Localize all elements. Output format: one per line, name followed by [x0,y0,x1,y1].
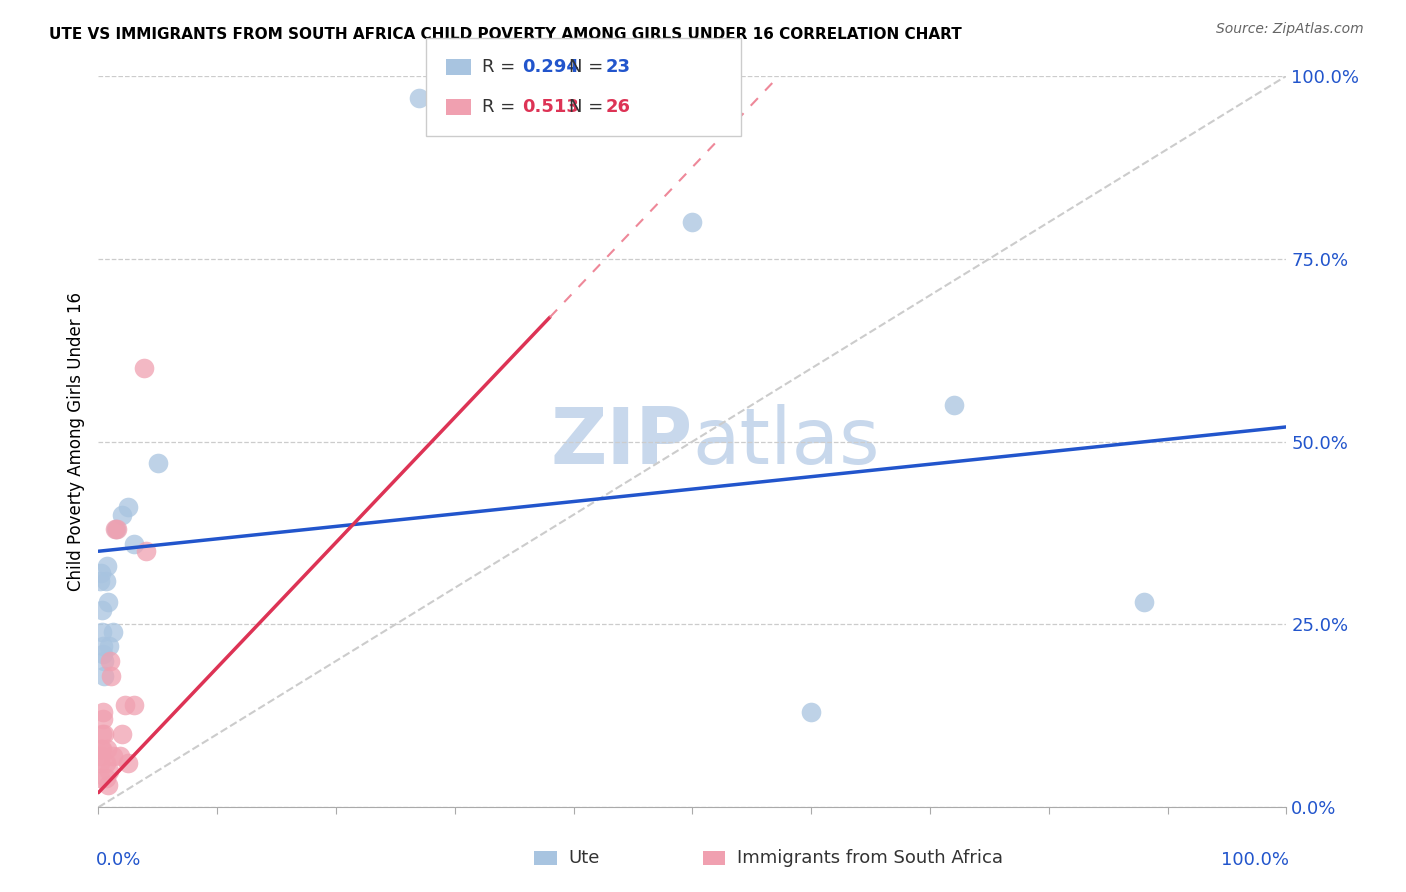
Point [800,705,823,719]
Point [111,508,134,522]
Point [97,778,120,792]
Point [681,215,703,229]
Point [111,727,134,741]
Point [90,741,112,756]
Text: 0.0%: 0.0% [96,851,142,869]
Point [98,764,121,778]
Text: 0.513: 0.513 [522,98,578,116]
Text: N =: N = [569,98,609,116]
Point [114,698,136,712]
Point [94,756,117,771]
Point [408,91,430,105]
Point [90,749,112,764]
Point [96,741,118,756]
Text: Ute: Ute [568,849,599,867]
Point [93,668,115,682]
Text: atlas: atlas [692,403,880,480]
Point [89,771,111,785]
Text: 0.294: 0.294 [522,58,578,76]
Point [107,522,129,536]
Text: 23: 23 [606,58,631,76]
Text: N =: N = [569,58,609,76]
Point [101,749,124,764]
Point [101,624,124,639]
Point [146,457,169,471]
Point [942,398,965,412]
Point [104,522,127,536]
Point [94,574,117,588]
Point [91,705,114,719]
Point [100,668,122,682]
Point [91,727,114,741]
Text: Immigrants from South Africa: Immigrants from South Africa [737,849,1002,867]
Point [90,566,112,581]
Point [91,624,114,639]
Point [97,595,120,609]
Text: 26: 26 [606,98,631,116]
Point [117,500,139,515]
Text: R =: R = [482,58,522,76]
Point [1133,595,1156,609]
Text: Source: ZipAtlas.com: Source: ZipAtlas.com [1216,22,1364,37]
Point [91,603,114,617]
Point [91,647,114,661]
Point [122,537,145,551]
Text: ZIP: ZIP [550,403,692,480]
Point [132,361,155,376]
Y-axis label: Child Poverty Among Girls Under 16: Child Poverty Among Girls Under 16 [66,292,84,591]
Point [98,654,121,668]
Point [91,640,114,654]
Point [89,756,111,771]
Point [93,727,115,741]
Point [91,713,114,727]
Point [105,522,128,536]
Text: R =: R = [482,98,522,116]
Point [91,741,114,756]
Point [93,654,115,668]
Text: UTE VS IMMIGRANTS FROM SOUTH AFRICA CHILD POVERTY AMONG GIRLS UNDER 16 CORRELATI: UTE VS IMMIGRANTS FROM SOUTH AFRICA CHIL… [49,27,962,42]
Point [96,558,118,573]
Point [98,640,121,654]
Point [89,574,111,588]
Point [108,749,131,764]
Point [94,771,117,785]
Text: 100.0%: 100.0% [1220,851,1289,869]
Point [122,698,145,712]
Point [117,756,139,771]
Point [135,544,157,558]
